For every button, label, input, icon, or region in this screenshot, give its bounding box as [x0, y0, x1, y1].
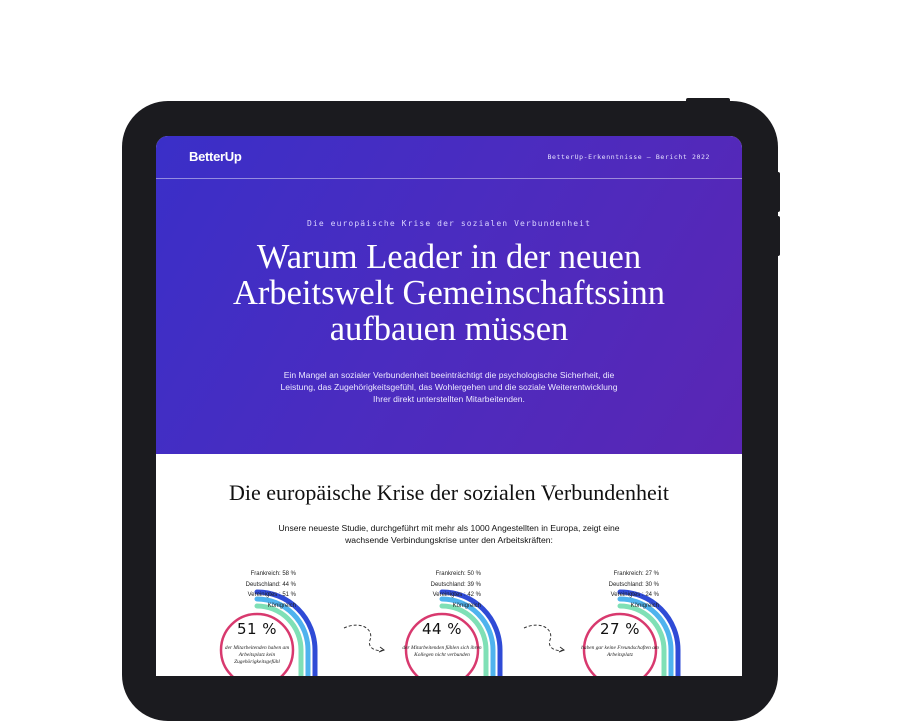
stat-value: 51 %	[236, 620, 278, 638]
legend-entry: Königreich	[452, 602, 481, 609]
legend-entry: Deutschland: 30 %	[608, 581, 659, 588]
legend-entry: Frankreich: 50 %	[435, 571, 481, 577]
tablet-screen: BetterUp BetterUp-Erkenntnisse – Bericht…	[156, 136, 742, 676]
gauge-ring	[617, 596, 674, 676]
gauge-ring	[617, 589, 681, 676]
legend-entry: Vereinigtes : 42 %	[432, 592, 481, 598]
stat-card: Frankreich: 50 % Deutschland: 39 % Verei…	[383, 568, 543, 676]
section-lead: Unsere neueste Studie, durchgeführt mit …	[278, 523, 620, 545]
gauge-ring	[439, 603, 489, 676]
gauge-ring	[254, 596, 311, 676]
gauge-ring	[254, 603, 304, 676]
betterup-logo[interactable]: BetterUp	[189, 149, 242, 164]
stat-legend: Frankreich: 27 % Deutschland: 30 % Verei…	[571, 569, 659, 611]
gauge-ring	[439, 596, 496, 676]
stat-value: 27 %	[599, 620, 641, 638]
hero-banner: BetterUp BetterUp-Erkenntnisse – Bericht…	[156, 136, 742, 454]
inner-ring	[582, 612, 658, 676]
section-title: Die europäische Krise der sozialen Verbu…	[228, 480, 670, 505]
top-bar: BetterUp BetterUp-Erkenntnisse – Bericht…	[156, 136, 742, 179]
headline-line: Warum Leader in der neuen	[256, 238, 642, 276]
legend-entry: Frankreich: 58 %	[250, 571, 296, 577]
gauge-ring	[617, 603, 667, 676]
legend-entry: Deutschland: 44 %	[245, 581, 296, 588]
stat-legend: Frankreich: 50 % Deutschland: 39 % Verei…	[393, 569, 481, 611]
hero-intro: Ein Mangel an sozialer Verbundenheit bee…	[280, 370, 618, 404]
stat-value: 44 %	[421, 620, 463, 638]
connector-arrow-icon	[523, 624, 566, 653]
legend-entry: Vereinigtes : 24 %	[610, 592, 659, 598]
hero-eyebrow: Die europäische Krise der sozialen Verbu…	[307, 219, 591, 228]
legend-entry: Frankreich: 27 %	[613, 571, 659, 577]
inner-ring	[404, 612, 480, 676]
stat-caption: der Mitarbeitenden haben am Arbeitsplatz…	[224, 645, 290, 665]
stat-card: Frankreich: 27 % Deutschland: 30 % Verei…	[561, 568, 721, 676]
ring-group	[219, 589, 318, 676]
gauge-ring	[439, 589, 503, 676]
stat-caption: der Mitarbeitenden fühlen sich ihren Kol…	[402, 645, 482, 658]
hero-headline: Warum Leader in der neuen Arbeitswelt Ge…	[186, 239, 712, 347]
ring-group	[582, 589, 681, 676]
headline-line: aufbauen müssen	[329, 310, 569, 348]
report-label: BetterUp-Erkenntnisse – Bericht 2022	[547, 153, 710, 161]
gauge-ring	[254, 589, 318, 676]
stat-legend: Frankreich: 58 % Deutschland: 44 % Verei…	[208, 569, 296, 611]
stat-caption: haben gar keine Freundschaften am Arbeit…	[581, 645, 659, 658]
legend-entry: Vereinigtes : 51 %	[247, 592, 296, 598]
legend-entry: Königreich	[630, 602, 659, 609]
stat-card: Frankreich: 58 % Deutschland: 44 % Verei…	[198, 568, 358, 676]
stat-rings	[404, 589, 503, 676]
headline-line: Arbeitswelt Gemeinschaftssinn	[232, 274, 666, 312]
connector-arrow-icon	[343, 624, 386, 653]
legend-entry: Königreich	[267, 602, 296, 609]
stat-rings	[582, 589, 681, 676]
ring-group	[404, 589, 503, 676]
power-button	[686, 98, 730, 103]
inner-ring	[219, 612, 295, 676]
stat-rings	[219, 589, 318, 676]
legend-entry: Deutschland: 39 %	[430, 581, 481, 588]
